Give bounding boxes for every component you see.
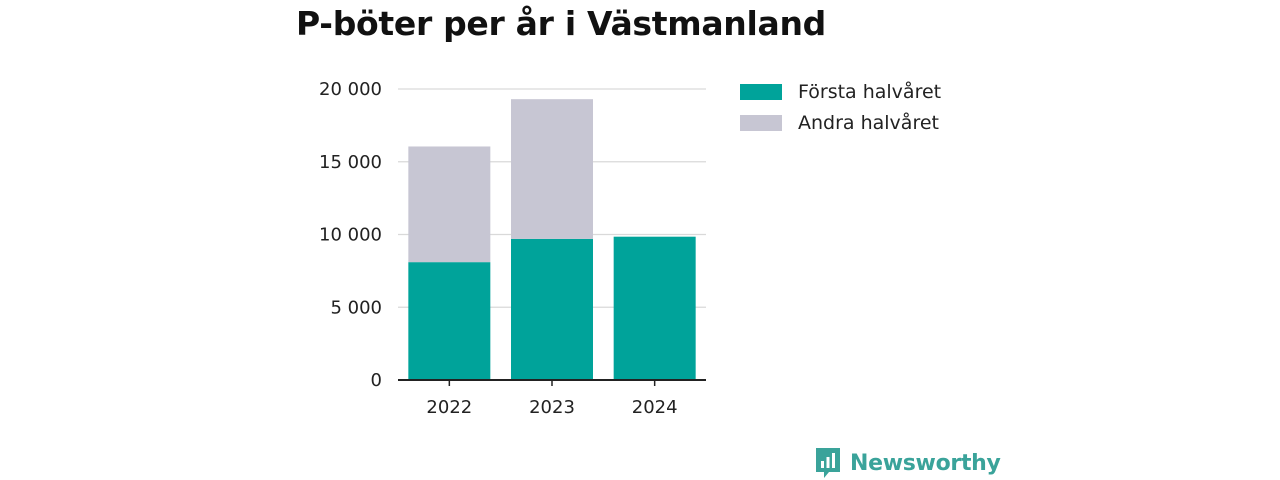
newsworthy-logo-icon <box>816 448 840 478</box>
bar-2023-series-2 <box>511 99 593 239</box>
bars <box>408 99 696 380</box>
axes: 0 5 000 10 000 15 000 20 000 2022 2023 2024 <box>319 79 706 418</box>
bar-2024-series-1 <box>613 236 696 380</box>
x-tick-label: 2022 <box>426 397 472 418</box>
y-tick-label: 0 <box>371 370 382 391</box>
y-tick-label: 10 000 <box>319 225 382 246</box>
bar-2022-series-2 <box>408 146 491 263</box>
brand-name: Newsworthy <box>850 450 1001 476</box>
y-tick-label: 5 000 <box>330 297 382 318</box>
legend-item-series-1: Första halvåret <box>740 76 941 107</box>
bar-2022-series-1 <box>408 262 491 380</box>
x-tick-label: 2023 <box>529 397 575 418</box>
y-tick-label: 20 000 <box>319 79 382 100</box>
bar-2023-series-1 <box>511 238 593 380</box>
legend-label-series-1: Första halvåret <box>798 80 942 103</box>
legend: Första halvåret Andra halvåret <box>740 76 941 138</box>
legend-item-series-2: Andra halvåret <box>740 107 941 138</box>
legend-swatch-series-2 <box>740 114 782 131</box>
legend-swatch-series-1 <box>740 83 782 100</box>
brand-logo[interactable]: Newsworthy <box>814 446 1001 480</box>
legend-label-series-2: Andra halvåret <box>798 111 939 134</box>
x-tick-label: 2024 <box>632 397 678 418</box>
chart-title: P-böter per år i Västmanland <box>296 4 826 43</box>
y-tick-label: 15 000 <box>319 152 382 173</box>
